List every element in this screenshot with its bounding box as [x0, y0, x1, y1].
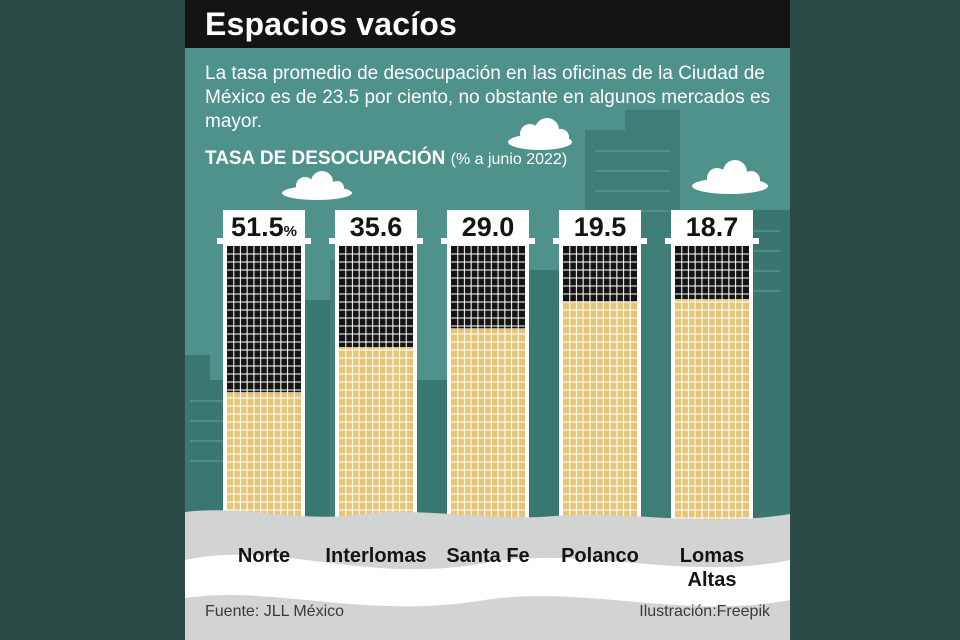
category-label-1: Norte	[238, 545, 290, 567]
category-label-5: Lomas Altas	[680, 545, 744, 591]
illustration-credit: Ilustración:Freepik	[639, 603, 770, 620]
source-note: Fuente: JLL México	[205, 603, 345, 620]
category-label-2: Interlomas	[325, 545, 426, 567]
bar-5	[665, 210, 759, 530]
data-label-5: 18.7	[686, 212, 739, 242]
chart-title: TASA DE DESOCUPACIÓN (% a junio 2022)	[205, 148, 567, 170]
infographic-panel: 51.5% 35.6 29.0 19.5 18.7 Norte Interlomas San…	[185, 0, 790, 640]
title-bar: Espacios vacíos	[185, 0, 790, 48]
bar-4	[553, 210, 647, 530]
page-title: Espacios vacíos	[205, 6, 458, 42]
data-label-3: 29.0	[462, 212, 515, 242]
category-label-4: Polanco	[561, 545, 639, 567]
bar-1	[217, 210, 311, 530]
ground-wave-band	[185, 554, 790, 607]
data-label-unit: %	[284, 223, 297, 240]
chart-title-unit: (% a junio 2022)	[450, 151, 568, 168]
data-label-2: 35.6	[350, 212, 403, 242]
chart-title-main: TASA DE DESOCUPACIÓN	[205, 148, 446, 169]
data-label-4: 19.5	[574, 212, 627, 242]
bar-2	[329, 210, 423, 530]
bar-chart: 51.5% 35.6 29.0 19.5 18.7 Norte Interlomas San…	[185, 210, 790, 640]
subtitle-text: La tasa promedio de desocupación en las …	[205, 63, 771, 132]
category-label-3: Santa Fe	[446, 545, 529, 567]
bar-3	[441, 210, 535, 530]
